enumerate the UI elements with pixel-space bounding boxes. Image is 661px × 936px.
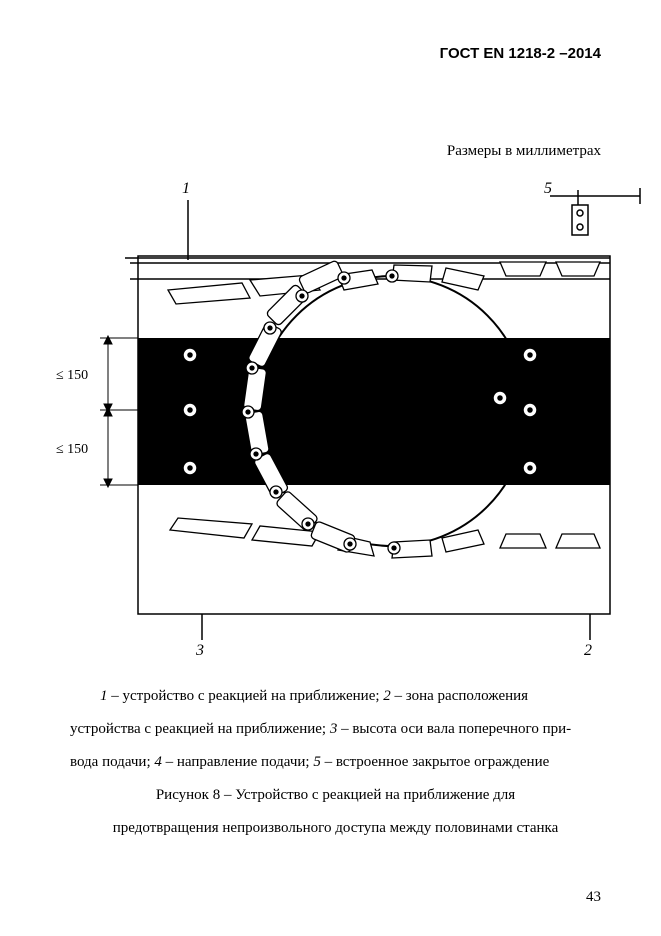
figure-caption-2: предотвращения непроизвольного доступа м… [70,812,601,845]
legend-line2c: – высота оси вала поперечного при- [337,721,571,737]
callout-3: 3 [196,642,204,660]
legend-4-num: 4 [154,754,162,770]
legend-line2a: устройства с реакцией на приближение; [70,721,330,737]
legend-line3e: – встроенное закрытое ограждение [321,754,549,770]
legend-line3a: вода подачи; [70,754,154,770]
dim-top: ≤ 150 [56,368,88,384]
legend-block: 1 – устройство с реакцией на приближение… [70,680,601,845]
dim-bottom: ≤ 150 [56,442,88,458]
callout-4: 4 [380,300,388,318]
callout-5: 5 [544,180,552,198]
legend-2-txt: – зона расположения [391,688,528,704]
figure-caption-1: Рисунок 8 – Устройство с реакцией на при… [70,779,601,812]
legend-2-num: 2 [383,688,391,704]
callout-2: 2 [584,642,592,660]
callout-1: 1 [182,180,190,198]
legend-line3c: – направление подачи; [162,754,313,770]
page: ГОСТ EN 1218-2 –2014 Размеры в миллиметр… [0,0,661,936]
legend-1-num: 1 [100,688,108,704]
page-number: 43 [586,889,601,906]
legend-1-txt: – устройство с реакцией на приближение; [108,688,384,704]
legend-5-num: 5 [313,754,321,770]
